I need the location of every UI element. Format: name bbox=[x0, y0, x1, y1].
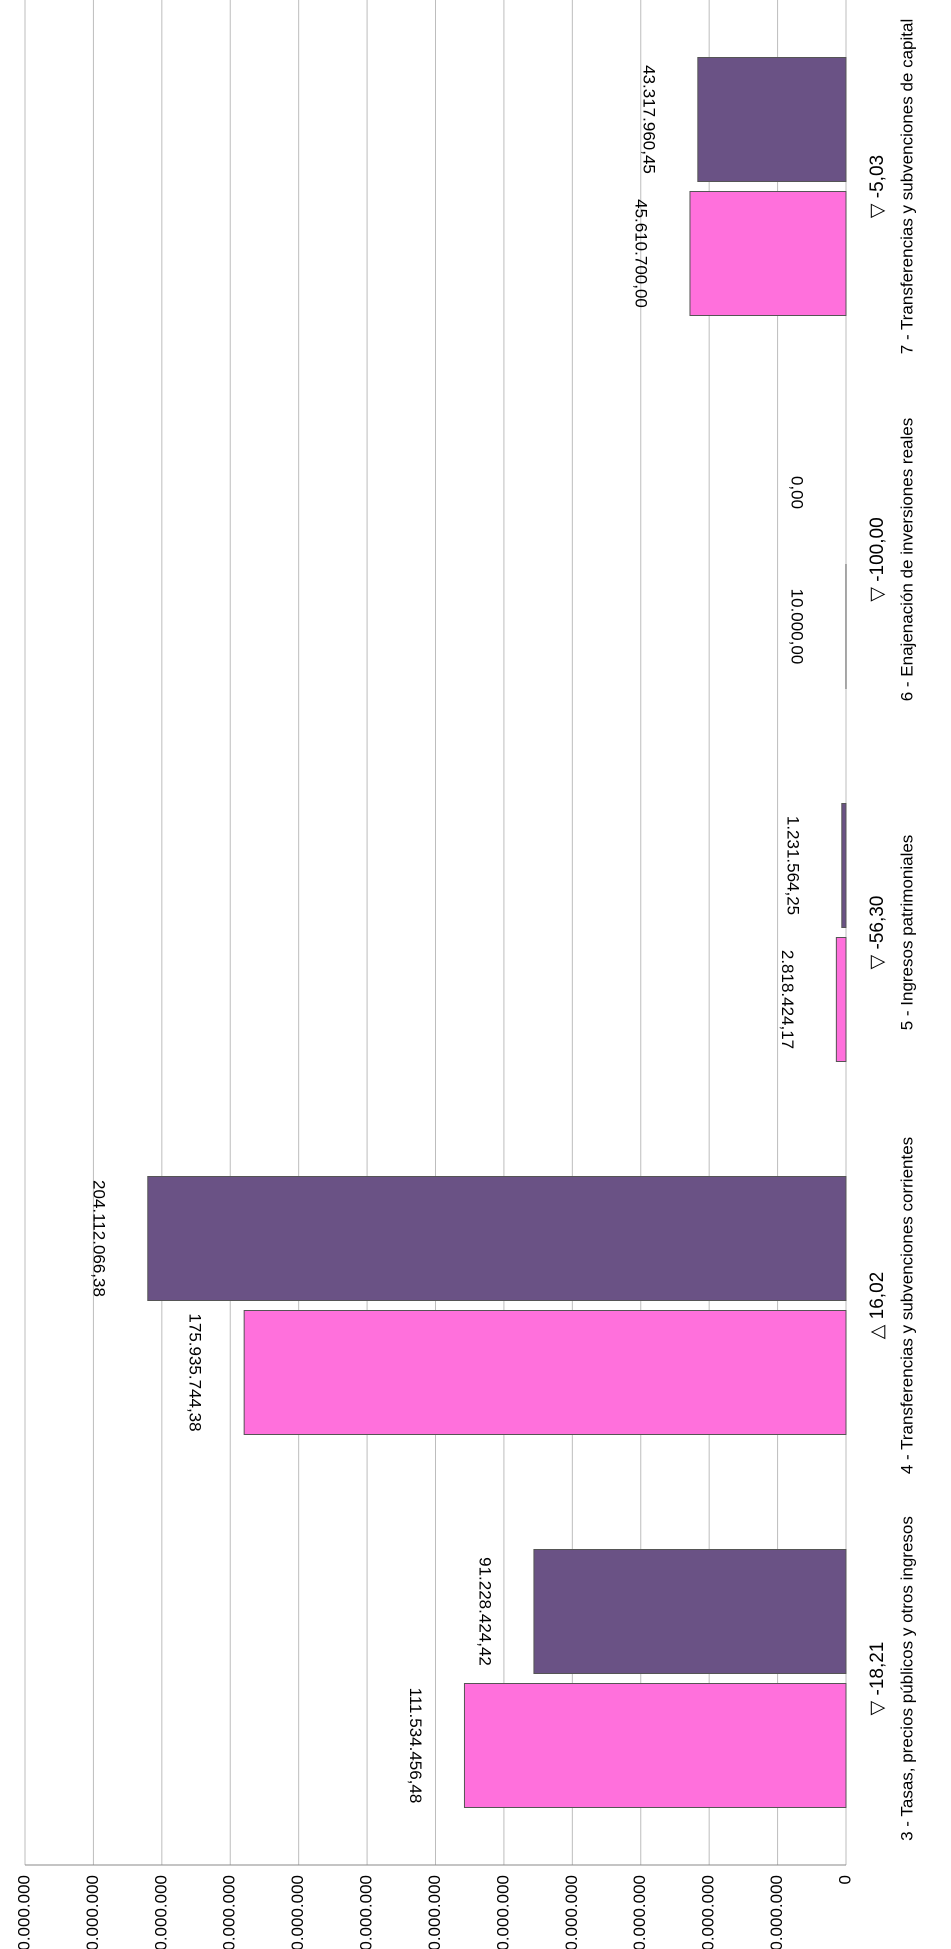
change-annotation: ▽ -18,21 bbox=[867, 1642, 888, 1716]
y-tick-label: 40.000.000 bbox=[699, 1875, 718, 1949]
y-tick-label: 180.000.000 bbox=[220, 1875, 239, 1949]
value-label: 2.818.424,17 bbox=[778, 950, 797, 1049]
bar bbox=[689, 191, 847, 316]
x-tick-label: 4 - Transferencias y subvenciones corrie… bbox=[897, 1137, 916, 1474]
y-tick-label: 140.000.000 bbox=[357, 1875, 376, 1949]
change-annotation: ▽ -5,03 bbox=[867, 155, 888, 218]
y-tick-label: 220.000.000 bbox=[83, 1875, 102, 1949]
value-label: 10.000,00 bbox=[787, 589, 806, 665]
change-annotation: ▽ -56,30 bbox=[867, 896, 888, 970]
rotated-chart: 0 20.000.000 40.000.000 60.000.000 80.000.00… bbox=[14, 0, 916, 1949]
bar bbox=[463, 1683, 847, 1808]
value-label: 111.534.456,48 bbox=[406, 1688, 425, 1804]
x-tick-label: 3 - Tasas, precios públicos y otros ingr… bbox=[897, 1516, 916, 1841]
y-tick-label: 160.000.000 bbox=[288, 1875, 307, 1949]
value-label: 0,00 bbox=[788, 476, 807, 509]
x-tick-label: 5 - Ingresos patrimoniales bbox=[897, 835, 916, 1031]
value-label: 1.231.564,25 bbox=[783, 816, 802, 915]
x-tick-label: 6 - Enajenación de inversiones reales bbox=[897, 418, 916, 702]
bar bbox=[841, 803, 847, 928]
y-tick-label: 100.000.000 bbox=[493, 1875, 512, 1949]
bar bbox=[835, 937, 847, 1062]
value-label: 204.112.066,38 bbox=[89, 1180, 108, 1297]
y-tick-label: 20.000.000 bbox=[767, 1875, 786, 1949]
y-tick-label: 200.000.000 bbox=[151, 1875, 170, 1949]
y-tick-label: 0 bbox=[835, 1875, 854, 1884]
bar bbox=[243, 1310, 847, 1435]
bar bbox=[697, 57, 847, 182]
y-tick-label: 120.000.000 bbox=[425, 1875, 444, 1949]
value-label: 91.228.424,42 bbox=[475, 1557, 494, 1666]
value-label: 175.935.744,38 bbox=[186, 1313, 205, 1431]
y-tick-label: 60.000.000 bbox=[630, 1875, 649, 1949]
change-annotation: △ 16,02 bbox=[867, 1272, 888, 1339]
value-label: 45.610.700,00 bbox=[631, 199, 650, 308]
value-label: 43.317.960,45 bbox=[639, 65, 658, 174]
y-tick-label: 240.000.000 bbox=[14, 1875, 33, 1949]
bar bbox=[533, 1549, 847, 1674]
bar bbox=[147, 1176, 847, 1301]
x-tick-label: 7 - Transferencias y subvenciones de cap… bbox=[897, 19, 916, 354]
y-tick-label: 80.000.000 bbox=[562, 1875, 581, 1949]
change-annotation: ▽ -100,00 bbox=[867, 517, 888, 601]
